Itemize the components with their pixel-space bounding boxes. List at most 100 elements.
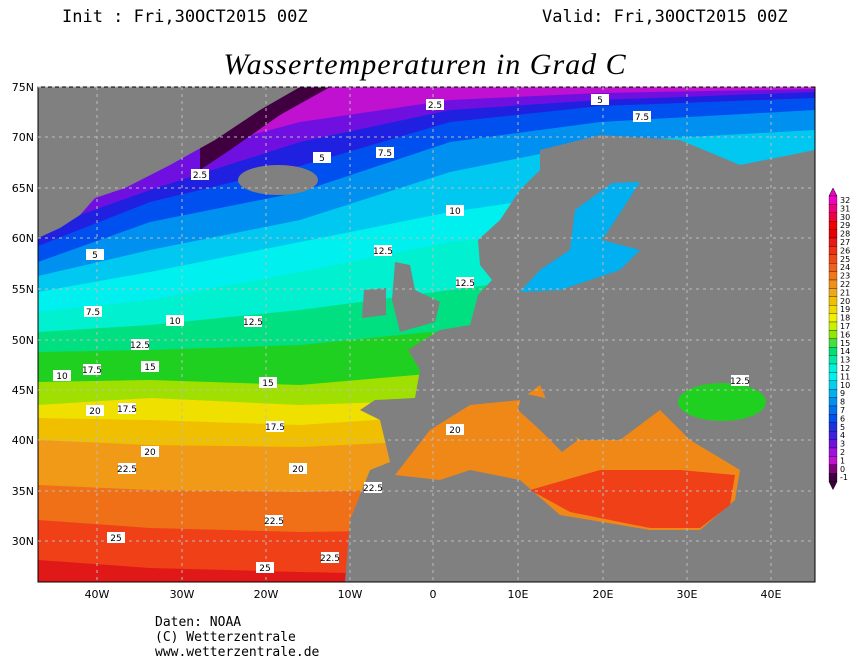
colorbar-swatch [828, 288, 838, 297]
colorbar-swatch [828, 330, 838, 339]
black-sea [678, 383, 766, 421]
colorbar-swatch [828, 212, 838, 222]
colorbar-label: 12 [840, 364, 850, 373]
contour-label: 15 [262, 379, 273, 389]
contour-label-bg [633, 111, 651, 122]
contour-label: 20 [144, 448, 156, 458]
colorbar-label: 5 [840, 423, 845, 432]
contour-label: 7.5 [378, 149, 392, 159]
contour-label-bg [256, 562, 274, 573]
contour-label: 2.5 [428, 101, 442, 111]
colorbar-swatch [828, 263, 838, 272]
colorbar-swatch [828, 204, 838, 213]
lat-label: 55N [12, 283, 34, 296]
colorbar-label: 23 [840, 272, 850, 281]
colorbar-swatch [828, 338, 838, 348]
colorbar-label: 18 [840, 314, 850, 323]
contour-label-bg [53, 370, 71, 381]
colorbar-label: 16 [840, 330, 850, 339]
contour-label-bg [166, 315, 184, 326]
contour-label-bg [376, 147, 394, 158]
colorbar-swatch [828, 271, 838, 281]
contour-label-bg [313, 152, 331, 163]
contour-label: 2.5 [193, 171, 207, 181]
colorbar-swatch [828, 464, 838, 474]
contour-label-bg [118, 463, 136, 474]
contour-label: 22.5 [363, 484, 383, 494]
greenland [38, 87, 300, 238]
contour-label: 7.5 [635, 113, 649, 123]
colorbar-swatch [828, 397, 838, 407]
iceland [238, 165, 318, 195]
lon-label: 20W [254, 588, 279, 601]
contour-label: 25 [110, 534, 121, 544]
contour-label-bg [84, 306, 102, 317]
lat-label: 40N [12, 434, 34, 447]
contour-label: 12.5 [243, 318, 263, 328]
contour-label: 25 [259, 564, 270, 574]
contour-label: 10 [449, 207, 461, 217]
baltic-sea [520, 182, 640, 292]
colorbar-swatch [828, 456, 838, 465]
lat-label: 30N [12, 535, 34, 548]
lon-label: 40E [761, 588, 782, 601]
contour-label-bg [289, 463, 307, 474]
contour-label-bg [426, 99, 444, 110]
colorbar-swatch [828, 389, 838, 398]
lat-label: 50N [12, 334, 34, 347]
colorbar-swatch [828, 447, 838, 457]
colorbar-swatch [828, 414, 838, 423]
colorbar-label: 28 [840, 230, 850, 239]
colorbar-label: 4 [840, 431, 845, 440]
contour-label: 5 [92, 251, 98, 261]
contour-label-bg [118, 403, 136, 414]
colorbar-label: 29 [840, 221, 850, 230]
colorbar-swatch [828, 246, 838, 255]
colorbar-label: 13 [840, 356, 850, 365]
contour-label: 22.5 [117, 465, 137, 475]
colorbar-swatch [828, 405, 838, 415]
colorbar-label: -1 [840, 473, 848, 482]
contour-label-bg [731, 375, 749, 386]
colorbar-label: 31 [840, 204, 850, 213]
italy [518, 393, 578, 452]
contour-label: 15 [144, 363, 155, 373]
lat-label: 65N [12, 182, 34, 195]
overlays: 40W 30W 20W 10W 0 10E 20E 30E 40E 75N 70N 65N 60N 55N… [12, 81, 850, 660]
map-area [38, 87, 815, 582]
colorbar-label: 11 [840, 372, 850, 381]
colorbar-label: 14 [840, 347, 850, 356]
colorbar-swatch [828, 237, 838, 247]
colorbar-swatch [828, 313, 838, 323]
colorbar-swatch [828, 355, 838, 365]
lon-label: 40W [85, 588, 110, 601]
contour-label-bg [266, 421, 284, 432]
contour-label: 12.5 [730, 377, 750, 387]
lon-label: 0 [430, 588, 437, 601]
colorbar-label: 30 [840, 213, 850, 222]
contour-label: 10 [169, 317, 181, 327]
lon-label: 10W [338, 588, 363, 601]
contour-label-bg [446, 205, 464, 216]
contour-label: 7.5 [86, 308, 100, 318]
colorbar-label: 2 [840, 448, 845, 457]
map-title: Wassertemperaturen in Grad C [223, 48, 626, 81]
ireland [362, 288, 386, 318]
contour-label-bg [321, 552, 339, 563]
east-med [530, 470, 735, 528]
colorbar-label: 26 [840, 246, 850, 255]
colorbar-swatch [828, 347, 838, 356]
colorbar-swatch [828, 473, 838, 482]
contour-label: 12.5 [130, 341, 150, 351]
contour-label: 5 [319, 154, 325, 164]
colorbar-label: 0 [840, 465, 845, 474]
colorbar-swatch [828, 195, 838, 205]
contour-label-bg [141, 361, 159, 372]
contour-label: 5 [597, 96, 603, 106]
contour-label: 20 [89, 407, 101, 417]
colorbar-swatch [828, 254, 838, 264]
colorbar-label: 19 [840, 305, 850, 314]
lon-label: 10E [508, 588, 529, 601]
lat-label: 60N [12, 232, 34, 245]
contour-label-bg [141, 446, 159, 457]
